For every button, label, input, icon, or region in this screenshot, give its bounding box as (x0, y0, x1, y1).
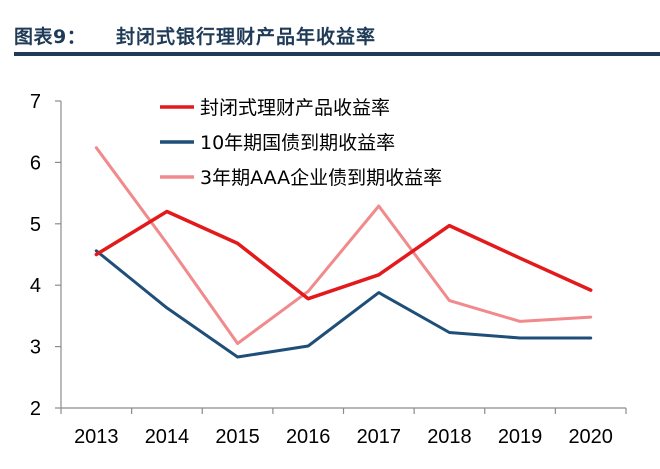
x-tick-label: 2015 (215, 426, 260, 448)
chart-legend: 封闭式理财产品收益率 10年期国债到期收益率 3年期AAA企业债到期收益率 (160, 97, 442, 189)
y-tick-label: 5 (30, 214, 41, 236)
legend-label-0: 封闭式理财产品收益率 (200, 97, 390, 119)
figure-label: 图表9： (14, 26, 87, 48)
y-tick-label: 6 (30, 152, 41, 174)
x-tick-label: 2016 (286, 426, 331, 448)
figure-header: 图表9： 封闭式银行理财产品年收益率 (0, 0, 660, 56)
legend-label-2: 3年期AAA企业债到期收益率 (200, 167, 442, 189)
x-tick-label: 2017 (357, 426, 402, 448)
y-tick-label: 7 (30, 91, 41, 113)
series-layer (94, 146, 593, 359)
x-tick-label: 2014 (145, 426, 190, 448)
y-tick-label: 4 (30, 275, 41, 297)
x-tick-label: 2018 (427, 426, 472, 448)
y-tick-label: 2 (30, 398, 41, 420)
header-rule (14, 52, 660, 56)
legend-label-1: 10年期国债到期收益率 (200, 132, 395, 154)
series-line-0 (94, 209, 593, 301)
x-tick-label: 2013 (74, 426, 119, 448)
x-tick-label: 2019 (498, 426, 543, 448)
chart-axes: 2 3 4 5 6 7 2013 2014 2015 2016 2017 2018 2019 2020 (30, 91, 627, 448)
series-line-1 (94, 249, 593, 359)
line-chart: 2 3 4 5 6 7 2013 2014 2015 2016 2017 2018 2019 2020 封… (30, 91, 627, 448)
y-tick-label: 3 (30, 337, 41, 359)
figure-title: 封闭式银行理财产品年收益率 (116, 26, 377, 48)
series-line-2 (94, 146, 593, 345)
x-tick-label: 2020 (568, 426, 613, 448)
